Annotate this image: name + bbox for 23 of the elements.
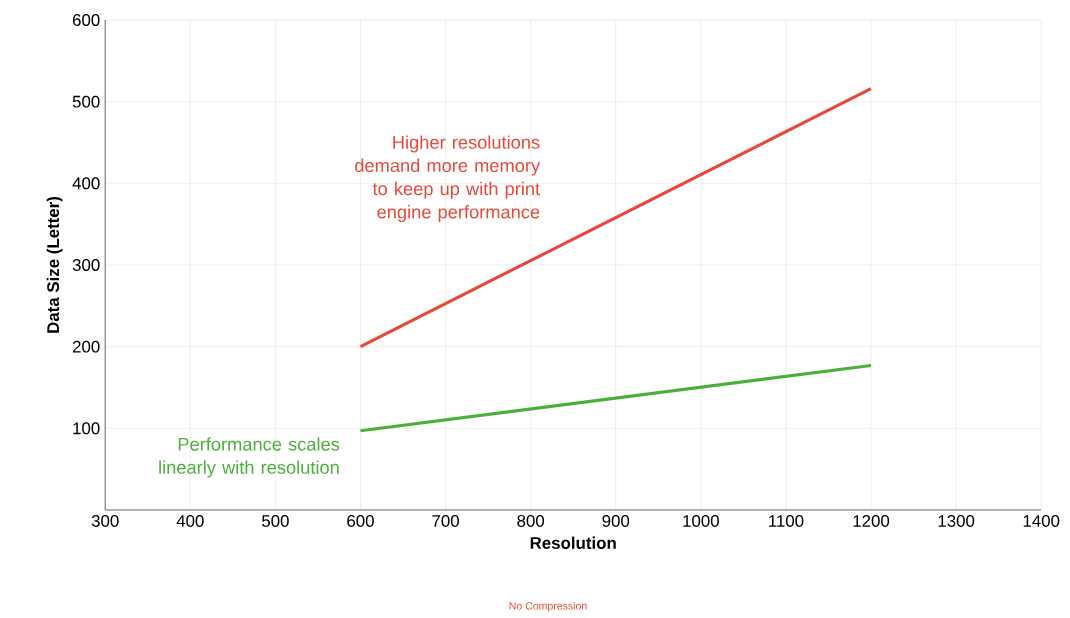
x-tick-label: 400 bbox=[176, 514, 204, 527]
x-tick-label: 300 bbox=[91, 514, 119, 527]
x-tick-label: 1300 bbox=[938, 514, 975, 527]
y-tick-label: 100 bbox=[73, 422, 100, 435]
y-tick-label: 300 bbox=[72, 259, 100, 271]
y-tick-label: 600 bbox=[72, 14, 100, 26]
y-tick-label: 500 bbox=[72, 95, 100, 108]
x-tick-label: 800 bbox=[517, 514, 545, 527]
y-tick-label: 400 bbox=[72, 177, 100, 190]
text: No Compression bbox=[509, 601, 587, 612]
x-tick-label: 1100 bbox=[769, 514, 804, 527]
x-tick-label: 500 bbox=[262, 514, 289, 527]
x-tick-label: 1000 bbox=[683, 514, 719, 527]
y-axis-title: Data Size (Letter) bbox=[46, 196, 63, 333]
x-tick-label: 700 bbox=[432, 514, 459, 527]
y-tick-label: 200 bbox=[72, 340, 100, 353]
x-tick-label: 600 bbox=[347, 514, 374, 527]
annotation: Higher resolutions demand more memory to keep up with print engine performance bbox=[355, 135, 541, 223]
x-tick-label: 1200 bbox=[853, 514, 890, 527]
x-tick-label: 1400 bbox=[1023, 514, 1060, 527]
x-tick-label: 900 bbox=[602, 514, 630, 527]
annotation: Performance scales linearly with resolution bbox=[159, 437, 340, 478]
x-axis-title: Resolution bbox=[530, 536, 616, 549]
